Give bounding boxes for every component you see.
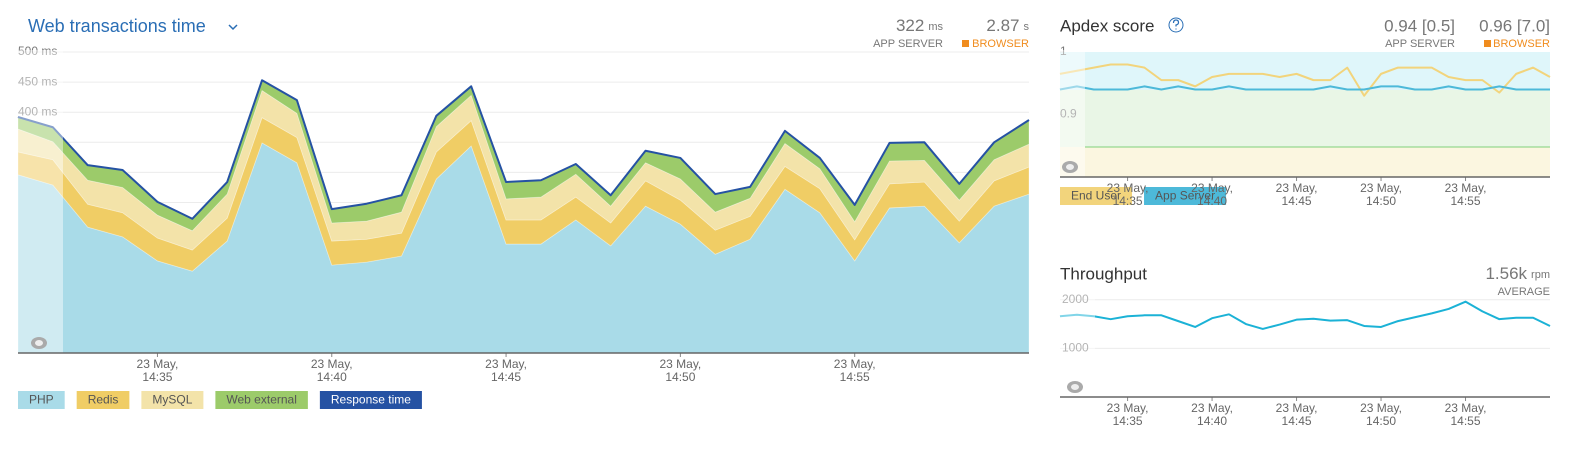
x-tick-label: 23 May, 14:55 [1444, 181, 1487, 208]
y-tick-label: 1000 [1062, 341, 1089, 355]
summary-value: 1.56k rpm [1485, 264, 1550, 283]
partial-data-shade [1060, 50, 1085, 177]
legend-swatch [18, 391, 65, 409]
y-tick-label: 1 [1060, 44, 1067, 58]
y-tick-label: 0.9 [1060, 107, 1077, 121]
x-tick-label: 23 May, 14:35 [136, 357, 179, 384]
help-icon-mark [1172, 19, 1180, 30]
legend-label: End User [1071, 189, 1121, 203]
chart-title: Throughput [1060, 264, 1147, 283]
summary-value: 0.94 [0.5] [1384, 16, 1455, 35]
y-tick-label: 400 ms [18, 104, 57, 118]
browser-square [962, 40, 969, 47]
x-tick-label: 23 May, 14:40 [1191, 181, 1233, 208]
legend-swatch [1144, 187, 1227, 205]
x-tick-label: 23 May, 14:40 [1191, 401, 1233, 428]
y-tick-label: 500 ms [18, 44, 57, 58]
x-tick-label: 23 May, 14:45 [1275, 181, 1318, 208]
toggle-icon-inner [1071, 384, 1079, 390]
x-tick-label: 23 May, 14:55 [1444, 401, 1487, 428]
x-tick-label: 23 May, 14:55 [833, 357, 876, 384]
browser-square [1484, 40, 1491, 47]
partial-data-shade [18, 50, 63, 353]
summary-value: 0.96 [7.0] [1479, 16, 1550, 35]
y-tick-label: 2000 [1062, 292, 1089, 306]
y-tick-label: 450 ms [18, 74, 57, 88]
x-tick-label: 23 May, 14:45 [485, 357, 527, 384]
summary-label: APP SERVER [1385, 38, 1455, 50]
legend-swatch [1060, 187, 1133, 205]
x-tick-label: 23 May, 14:35 [1106, 181, 1149, 208]
summary-label: BROWSER [972, 38, 1029, 50]
stacked-area [17, 89, 1030, 251]
summary-label: AVERAGE [1498, 286, 1550, 298]
zone-satisfied [1060, 52, 1550, 90]
x-tick-label: 23 May, 14:50 [1360, 181, 1402, 208]
summary-value: 2.87 s [986, 16, 1029, 35]
x-tick-label: 23 May, 14:40 [310, 357, 353, 384]
help-icon[interactable] [1168, 17, 1184, 33]
series-line [1059, 63, 1551, 97]
x-tick-label: 23 May, 14:45 [1275, 401, 1318, 428]
legend-label: PHP [29, 393, 54, 407]
dropdown-icon[interactable] [228, 24, 238, 31]
zone-tolerating [1060, 90, 1550, 147]
toggle-icon-inner [35, 340, 43, 346]
legend-label: Redis [88, 393, 119, 407]
legend-swatch [215, 391, 308, 409]
partial-data-shade [1060, 288, 1095, 397]
x-tick-label: 23 May, 14:50 [659, 357, 702, 384]
summary-label: BROWSER [1493, 38, 1550, 50]
legend-label: Response time [331, 393, 411, 407]
legend-swatch [141, 391, 204, 409]
legend-label: Web external [226, 393, 296, 407]
legend-label: App Server [1155, 189, 1215, 203]
x-tick-label: 23 May, 14:35 [1106, 401, 1149, 428]
summary-label: APP SERVER [873, 38, 943, 50]
chart-title[interactable]: Web transactions time [28, 16, 206, 36]
series-line [1059, 85, 1550, 91]
series-line [17, 79, 1030, 220]
legend-swatch [319, 391, 422, 409]
summary-value: 322 ms [896, 16, 944, 35]
toggle-icon-inner [1066, 164, 1074, 170]
series-line [1059, 300, 1551, 330]
legend-label: MySQL [152, 393, 192, 407]
zone-frustrated [1060, 147, 1550, 177]
legend-swatch [76, 391, 130, 409]
chart-title: Apdex score [1060, 16, 1155, 35]
stacked-area [17, 117, 1030, 272]
x-tick-label: 23 May, 14:50 [1360, 401, 1402, 428]
